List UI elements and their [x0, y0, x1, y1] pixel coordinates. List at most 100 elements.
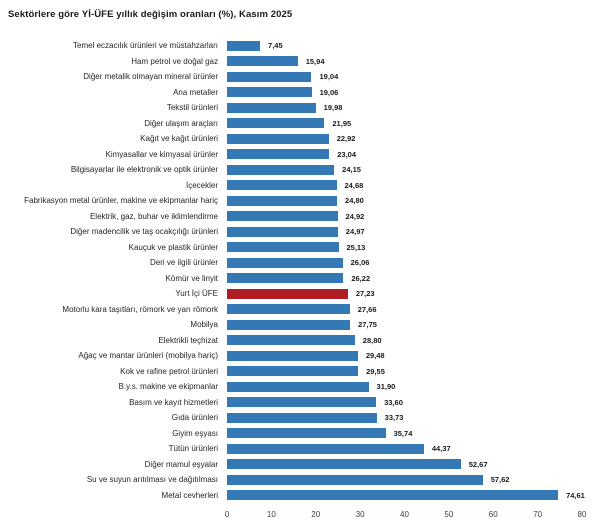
bar-area: 24,80	[227, 193, 582, 209]
bar-row: Diğer mamul eşyalar 52,67	[0, 457, 600, 473]
x-tick-label: 60	[488, 510, 498, 519]
bar-row: Diğer ulaşım araçları 21,95	[0, 116, 600, 132]
bar-row: Bilgisayarlar ile elektronik ve optik ür…	[0, 162, 600, 178]
bar-area: 28,80	[227, 333, 582, 349]
value-label: 23,04	[337, 149, 357, 159]
bar	[227, 443, 424, 454]
bar-row: Diğer madencilik ve taş ocakçılığı ürünl…	[0, 224, 600, 240]
bar-row: Su ve suyun arıtılması ve dağıtılması 57…	[0, 472, 600, 488]
value-label: 21,95	[332, 118, 352, 128]
bar	[227, 350, 358, 361]
bar-row: Fabrikasyon metal ürünler, makine ve eki…	[0, 193, 600, 209]
category-label: Kağıt ve kağıt ürünleri	[140, 134, 218, 144]
chart-rows: Temel eczacılık ürünleri ve müstahzarlar…	[0, 38, 600, 503]
value-label: 19,04	[319, 72, 339, 82]
bar	[227, 474, 483, 485]
bar-row: Ana metaller 19,06	[0, 85, 600, 101]
value-label: 27,75	[358, 320, 377, 330]
category-label: Deri ve ilgili ürünler	[149, 258, 218, 268]
category-label: Fabrikasyon metal ürünler, makine ve eki…	[24, 196, 218, 206]
bar-area: 22,92	[227, 131, 582, 147]
bar-area: 26,22	[227, 271, 582, 287]
bar-row: Mobilya 27,75	[0, 317, 600, 333]
bar-area: 26,06	[227, 255, 582, 271]
category-label: Diğer metalik olmayan mineral ürünler	[83, 72, 218, 82]
bar-row: Kok ve rafine petrol ürünleri 29,55	[0, 364, 600, 380]
bar-row: Kauçuk ve plastik ürünler 25,13	[0, 240, 600, 256]
bar-row: Basım ve kayıt hizmetleri 33,60	[0, 395, 600, 411]
value-label: 29,55	[366, 366, 385, 376]
category-label: B.y.s. makine ve ekipmanlar	[118, 382, 218, 392]
value-label: 74,61	[566, 490, 585, 500]
value-label: 52,67	[468, 459, 488, 469]
bar-row: Tütün ürünleri 44,37	[0, 441, 600, 457]
bar	[227, 71, 312, 82]
bar-area: 23,04	[227, 147, 582, 163]
bar-area: 24,97	[227, 224, 582, 240]
bar	[227, 490, 559, 501]
category-label: Su ve suyun arıtılması ve dağıtılması	[86, 475, 218, 485]
x-tick-label: 50	[444, 510, 454, 519]
bar	[227, 257, 343, 268]
x-tick-label: 20	[311, 510, 321, 519]
bar-area: 24,92	[227, 209, 582, 225]
bar	[227, 412, 377, 423]
bar-area: 19,98	[227, 100, 582, 116]
category-label: Giyim eşyası	[172, 428, 218, 438]
bar	[227, 180, 337, 191]
category-label: Kömür ve linyit	[165, 273, 218, 283]
category-label: Ana metaller	[173, 87, 218, 97]
bar-row: Gıda ürünleri 33,73	[0, 410, 600, 426]
bar-row: Yurt İçi ÜFE 27,23	[0, 286, 600, 302]
category-label: Elektrik, gaz, buhar ve iklimlendirme	[89, 211, 218, 221]
chart-title: Sektörlere göre Yİ-ÜFE yıllık değişim or…	[8, 9, 293, 20]
value-label: 29,48	[365, 351, 385, 361]
value-label: 24,68	[344, 180, 364, 190]
category-label: Diğer ulaşım araçları	[144, 118, 218, 128]
bar-area: 19,06	[227, 85, 582, 101]
bar	[227, 288, 348, 299]
bar-row: Kömür ve linyit 26,22	[0, 271, 600, 287]
x-tick-label: 0	[224, 510, 230, 519]
bar-area: 25,13	[227, 240, 582, 256]
bar-area: 74,61	[227, 488, 585, 504]
bar-area: 35,74	[227, 426, 582, 442]
category-label: Tekstil ürünleri	[166, 103, 218, 113]
category-label: Metal cevherleri	[161, 490, 218, 500]
bar-row: Elektrik, gaz, buhar ve iklimlendirme 24…	[0, 209, 600, 225]
bar-area: 15,94	[227, 54, 582, 70]
x-tick-label: 80	[577, 510, 587, 519]
bar-area: 19,04	[227, 69, 582, 85]
bar-area: 7,45	[227, 38, 582, 54]
bar-area: 27,66	[227, 302, 582, 318]
value-label: 26,22	[351, 273, 371, 283]
category-label: Ağaç ve mantar ürünleri (mobilya hariç)	[78, 351, 218, 361]
bar-row: B.y.s. makine ve ekipmanlar 31,90	[0, 379, 600, 395]
bar	[227, 428, 386, 439]
value-label: 24,80	[345, 196, 364, 206]
bar	[227, 102, 316, 113]
value-label: 33,73	[384, 413, 404, 423]
bar	[227, 319, 351, 330]
bar-row: Deri ve ilgili ürünler 26,06	[0, 255, 600, 271]
value-label: 22,92	[336, 134, 356, 144]
bar	[227, 226, 338, 237]
bar-area: 29,48	[227, 348, 582, 364]
category-label: Diğer madencilik ve taş ocakçılığı ürünl…	[70, 227, 218, 237]
category-label: Temel eczacılık ürünleri ve müstahzarlar…	[73, 41, 218, 51]
category-label: Kauçuk ve plastik ürünler	[128, 242, 218, 252]
value-label: 25,13	[346, 242, 366, 252]
bar-row: Motorlu kara taşıtları, römork ve yarı r…	[0, 302, 600, 318]
category-label: Kimyasallar ve kimyasal ürünler	[105, 149, 218, 159]
x-tick-label: 30	[355, 510, 365, 519]
value-label: 28,80	[362, 335, 382, 345]
bar-area: 52,67	[227, 457, 582, 473]
bar-area: 24,15	[227, 162, 582, 178]
bar	[227, 149, 330, 160]
category-label: Tütün ürünleri	[168, 444, 218, 454]
bar	[227, 195, 338, 206]
bar	[227, 211, 338, 222]
value-label: 31,90	[376, 382, 396, 392]
bar-row: Kimyasallar ve kimyasal ürünler 23,04	[0, 147, 600, 163]
bar-area: 24,68	[227, 178, 582, 194]
